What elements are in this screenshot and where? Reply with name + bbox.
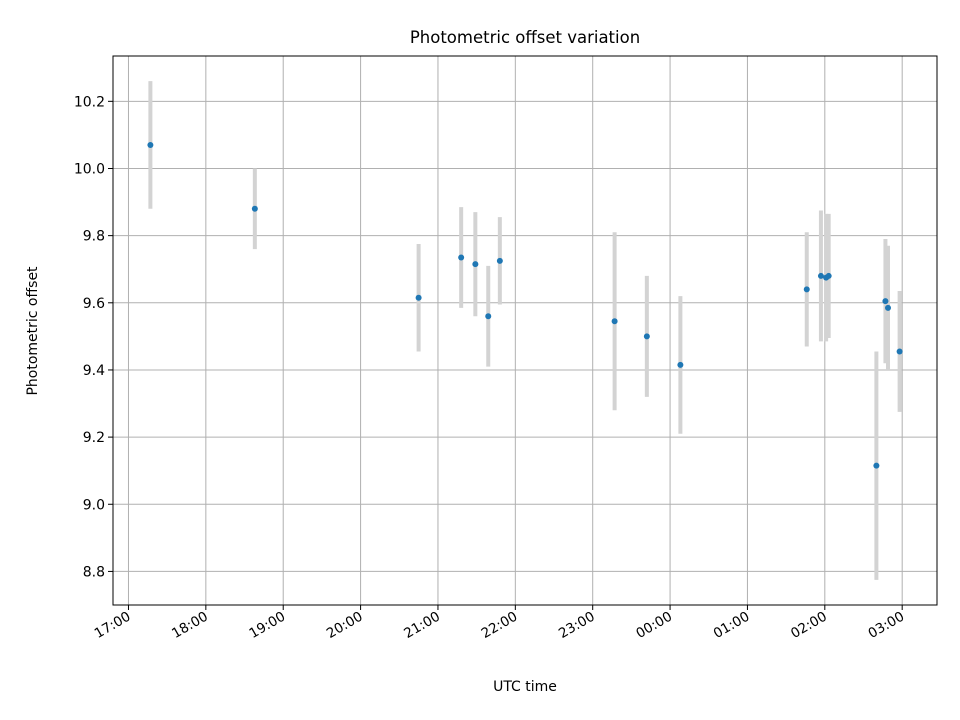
data-points <box>147 141 903 469</box>
y-tick-label: 9.6 <box>83 296 105 312</box>
data-point <box>251 205 258 212</box>
data-point <box>873 462 880 469</box>
data-point <box>803 286 810 293</box>
data-point <box>882 298 889 305</box>
data-point <box>825 272 832 279</box>
data-point <box>485 313 492 320</box>
y-tick-label: 9.2 <box>83 430 105 446</box>
data-point <box>147 141 154 148</box>
y-tick-label: 8.8 <box>83 564 105 580</box>
data-point <box>415 294 422 301</box>
y-tick-label: 9.4 <box>83 363 105 379</box>
data-point <box>611 318 618 325</box>
x-axis-label: UTC time <box>493 679 557 695</box>
data-point <box>884 304 891 311</box>
data-point <box>817 272 824 279</box>
plot-area-frame <box>112 55 938 606</box>
data-point <box>472 261 479 268</box>
y-axis-label: Photometric offset <box>25 266 41 396</box>
data-point <box>496 257 503 264</box>
y-axis-ticks: 8.8 9.0 9.2 9.4 9.6 9.8 10.0 10.2 <box>74 94 113 580</box>
y-tick-label: 9.8 <box>83 229 105 245</box>
data-point <box>458 254 465 261</box>
data-point <box>643 333 650 340</box>
chart-title: Photometric offset variation <box>410 28 640 47</box>
data-point <box>896 348 903 355</box>
y-tick-label: 9.0 <box>83 497 105 513</box>
y-tick-label: 10.0 <box>74 161 105 177</box>
y-tick-label: 10.2 <box>74 94 105 110</box>
data-point <box>677 361 684 368</box>
